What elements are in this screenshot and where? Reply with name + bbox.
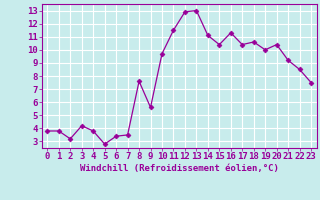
X-axis label: Windchill (Refroidissement éolien,°C): Windchill (Refroidissement éolien,°C) xyxy=(80,164,279,173)
